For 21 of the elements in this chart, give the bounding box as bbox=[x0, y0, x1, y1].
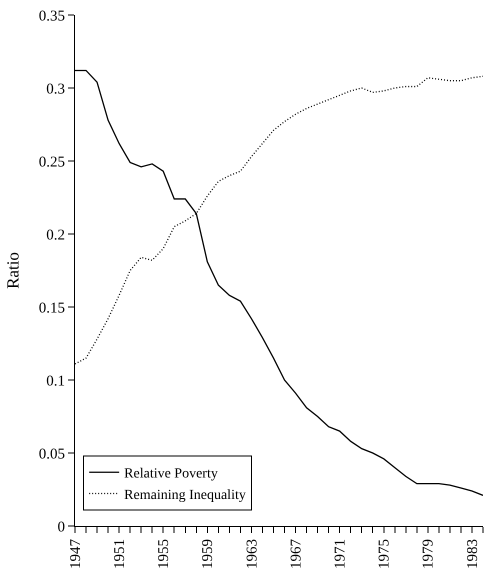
x-tick-label: 1951 bbox=[112, 539, 128, 569]
y-tick-label: 0.15 bbox=[38, 300, 65, 316]
x-tick-label: 1967 bbox=[288, 538, 304, 569]
y-tick-label: 0.25 bbox=[38, 154, 65, 170]
x-tick-label: 1979 bbox=[420, 539, 437, 569]
y-tick-label: 0.05 bbox=[38, 446, 65, 462]
x-tick-label: 1963 bbox=[244, 539, 260, 569]
y-tick-label: 0.1 bbox=[46, 373, 65, 390]
y-tick-label: 0 bbox=[58, 519, 65, 536]
y-tick-label: 0.35 bbox=[38, 8, 65, 24]
legend-label: Relative Poverty bbox=[124, 466, 218, 482]
x-tick-label: 1975 bbox=[376, 539, 393, 569]
x-tick-label: 1955 bbox=[156, 539, 172, 569]
x-tick-label: 1959 bbox=[200, 539, 216, 569]
y-axis-title: Ratio bbox=[3, 252, 22, 289]
legend-label: Remaining Inequality bbox=[124, 488, 246, 503]
y-tick-label: 0.3 bbox=[46, 81, 65, 98]
x-tick-label: 1983 bbox=[464, 539, 481, 569]
y-tick-label: 0.2 bbox=[46, 227, 65, 244]
x-tick-label: 1947 bbox=[68, 538, 84, 569]
x-tick-label: 1971 bbox=[332, 539, 349, 569]
